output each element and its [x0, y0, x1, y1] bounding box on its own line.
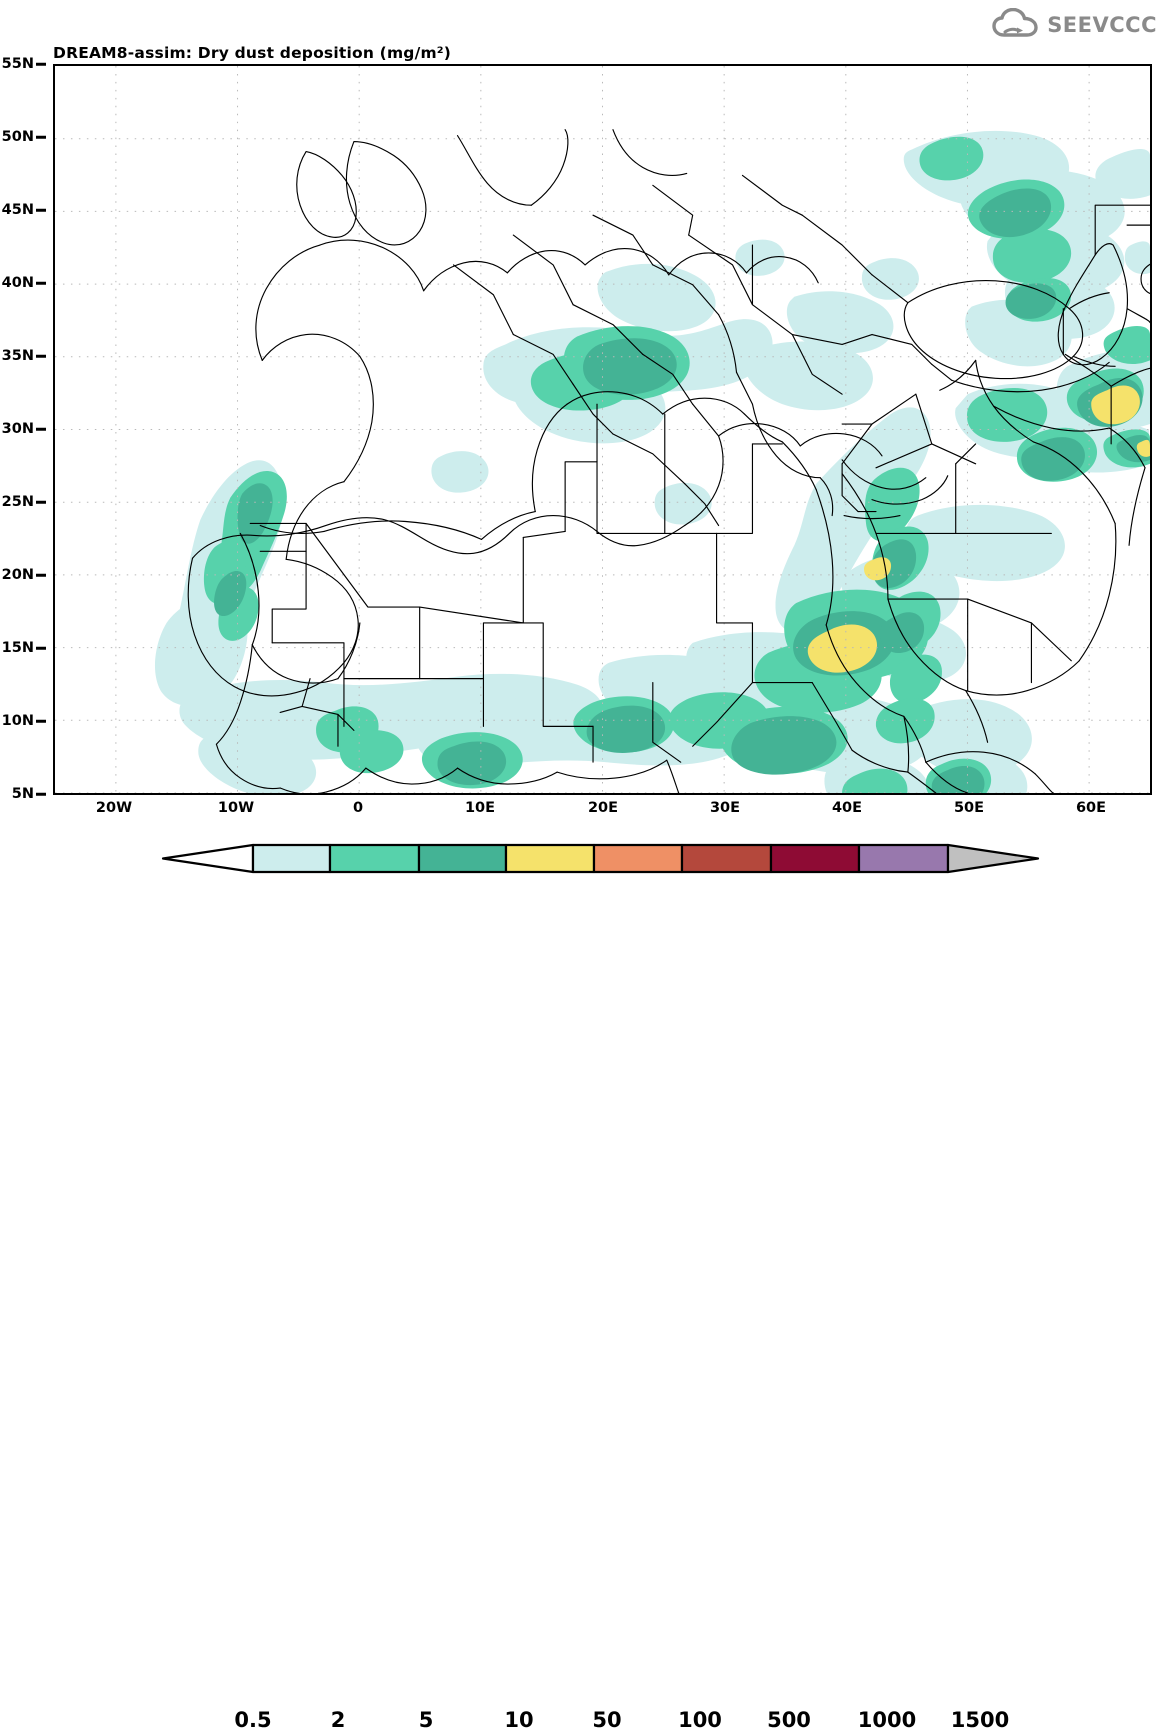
ytick-mark	[36, 792, 46, 796]
xtick-label: 0	[352, 800, 364, 816]
ytick-label: 35N	[1, 348, 34, 364]
xtick-label: 20W	[95, 800, 133, 816]
seevccc-logo: SEEVCCC	[992, 7, 1157, 42]
coastlines-and-borders	[187, 129, 1150, 793]
colorbar-tick-label: 100	[678, 1708, 722, 1732]
logo-text: SEEVCCC	[1047, 13, 1157, 37]
colorbar-segment-2	[417, 843, 508, 874]
ytick-label: 50N	[1, 129, 34, 145]
colorbar-over-arrow	[946, 843, 1040, 874]
ytick-mark	[36, 354, 46, 358]
ytick-label: 25N	[1, 494, 34, 510]
latitude-axis: 55N 50N 45N 40N 35N 30N 25N 20N 15N 10N …	[0, 0, 48, 907]
ytick-mark	[36, 500, 46, 504]
ytick-mark	[36, 427, 46, 431]
xtick-label: 30E	[709, 800, 741, 816]
xtick-label: 10E	[464, 800, 496, 816]
ytick-mark	[36, 208, 46, 212]
colorbar-segment-6	[769, 843, 861, 874]
colorbar-tick-label: 50	[592, 1708, 622, 1732]
colorbar-segment-3	[504, 843, 596, 874]
ytick-label: 45N	[1, 202, 34, 218]
colorbar-tick-label: 10	[504, 1708, 534, 1732]
colorbar-tick-label: 1000	[857, 1708, 917, 1732]
ytick-mark	[36, 646, 46, 650]
colorbar-segment-5	[680, 843, 773, 874]
colorbar-tick-label: 1500	[950, 1708, 1010, 1732]
ytick-label: 10N	[1, 713, 34, 729]
xtick-label: 10W	[217, 800, 255, 816]
colorbar-tick-label: 2	[330, 1708, 346, 1732]
colorbar-tick-label: 500	[767, 1708, 811, 1732]
ytick-mark	[36, 719, 46, 723]
ytick-label: 5N	[11, 786, 34, 802]
xtick-label: 50E	[953, 800, 985, 816]
colorbar-tick-label: 5	[418, 1708, 434, 1732]
xtick-label: 20E	[587, 800, 619, 816]
cloud-icon	[992, 7, 1040, 42]
colorbar-segment-1	[328, 843, 421, 874]
colorbar-under-arrow	[161, 843, 255, 874]
ytick-label: 15N	[1, 640, 34, 656]
colorbar-tick-label: 0.5	[234, 1708, 272, 1732]
colorbar-segment-0	[251, 843, 332, 874]
ytick-label: 40N	[1, 275, 34, 291]
xtick-label: 60E	[1075, 800, 1107, 816]
ytick-mark	[36, 573, 46, 577]
xtick-label: 40E	[831, 800, 863, 816]
colorbar[interactable]: 0.5 2 5 10 50 100 500 1000 1500	[0, 836, 1165, 1732]
colorbar-segment-4	[592, 843, 684, 874]
ytick-mark	[36, 62, 46, 66]
map-canvas	[55, 66, 1150, 793]
ytick-label: 20N	[1, 567, 34, 583]
ytick-mark	[36, 281, 46, 285]
chart-title: DREAM8-assim: Dry dust deposition (mg/m²…	[53, 44, 452, 62]
colorbar-segment-7	[857, 843, 950, 874]
ytick-label: 55N	[1, 56, 34, 72]
map-plot-area[interactable]	[53, 64, 1152, 795]
ytick-label: 30N	[1, 421, 34, 437]
colorbar-svg	[161, 843, 1040, 874]
ytick-mark	[36, 135, 46, 139]
